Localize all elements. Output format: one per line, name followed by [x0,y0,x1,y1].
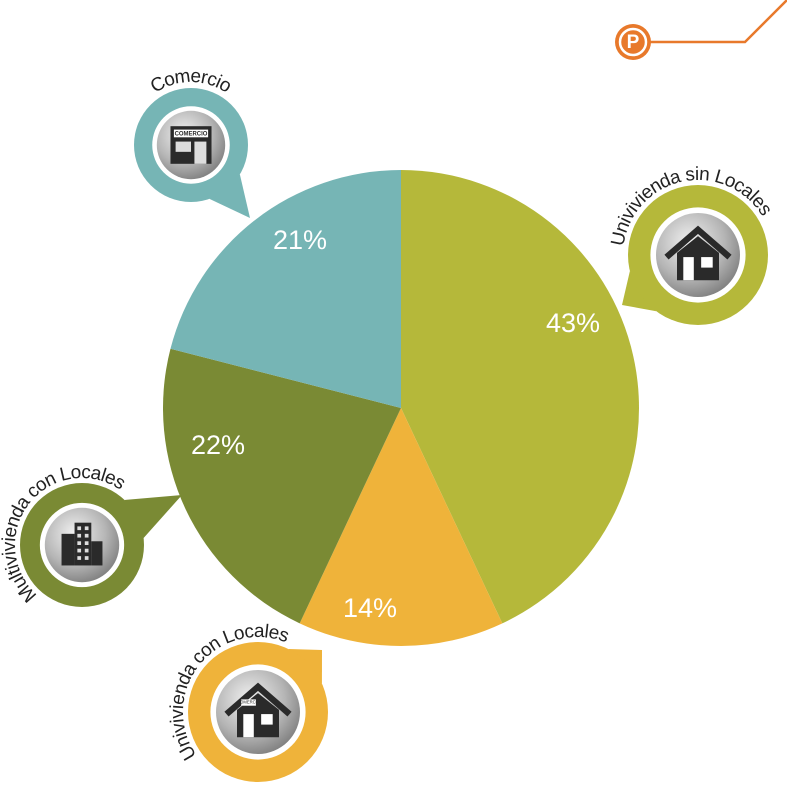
icon: COMERCIO [224,682,292,738]
category-bubble: Univivienda sin Locales [607,164,776,325]
pie-slice [299,408,503,646]
icon [61,522,103,566]
icon-sign: COMERCIO [237,700,261,705]
value-label: 21% [273,225,327,255]
bubbles: Univivienda sin Locales COMERCIOUnivivien… [0,66,776,782]
icon [664,225,732,281]
logo: P [615,0,787,60]
icon-sign: COMERCIO [175,131,208,137]
value-label: 22% [191,430,245,460]
pie-slice [401,170,640,624]
pie-slice [163,348,401,624]
pie-slice [170,170,401,408]
bubble-tail [209,174,250,218]
value-label: 14% [343,593,397,623]
value-label: 43% [546,308,600,338]
icon: COMERCIO [170,126,212,164]
pie: 43% 14% 22% 21% [163,170,640,646]
logo-letter: P [627,32,640,53]
category-bubble: Multivivienda con Locales [0,462,182,607]
